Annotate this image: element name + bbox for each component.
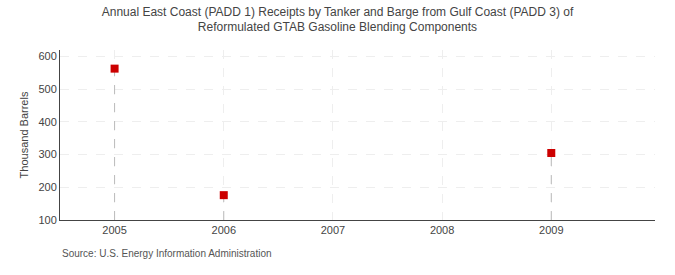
svg-text:600: 600 bbox=[38, 50, 56, 62]
svg-text:Annual East Coast (PADD 1) Rec: Annual East Coast (PADD 1) Receipts by T… bbox=[102, 5, 574, 35]
svg-text:Thousand Barrels: Thousand Barrels bbox=[18, 91, 30, 178]
svg-text:200: 200 bbox=[38, 181, 56, 193]
svg-text:2009: 2009 bbox=[539, 224, 563, 236]
svg-text:100: 100 bbox=[38, 214, 56, 226]
svg-text:500: 500 bbox=[38, 83, 56, 95]
svg-text:Source: U.S. Energy Informatio: Source: U.S. Energy Information Administ… bbox=[62, 248, 272, 259]
svg-text:2005: 2005 bbox=[102, 224, 126, 236]
svg-text:400: 400 bbox=[38, 116, 56, 128]
svg-text:300: 300 bbox=[38, 148, 56, 160]
svg-text:2007: 2007 bbox=[321, 224, 345, 236]
svg-text:2008: 2008 bbox=[430, 224, 454, 236]
svg-text:2006: 2006 bbox=[212, 224, 236, 236]
